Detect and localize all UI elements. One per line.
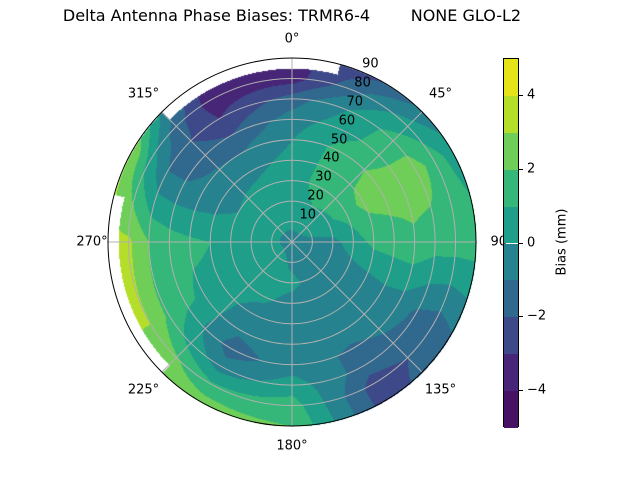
colorbar-tick-label: 0 xyxy=(527,235,536,250)
colorbar-segment xyxy=(504,391,518,428)
colorbar-tick-label: −2 xyxy=(527,308,547,324)
radial-tick-label: 10 xyxy=(299,207,317,223)
colorbar-tick xyxy=(519,94,523,96)
angular-tick-label: 180° xyxy=(276,438,308,454)
radial-gridline xyxy=(127,77,457,407)
colorbar-segment xyxy=(504,132,518,170)
radial-tick-label: 50 xyxy=(330,132,348,148)
colorbar-segment xyxy=(504,95,518,133)
radial-gridline xyxy=(250,200,334,284)
angular-gridline xyxy=(161,111,293,243)
angular-tick-label: 135° xyxy=(424,382,457,398)
colorbar-segment xyxy=(504,59,518,96)
colorbar-tick-label: −4 xyxy=(527,382,547,398)
colorbar-segment xyxy=(504,206,518,244)
colorbar-tick-label: 2 xyxy=(527,161,536,177)
colorbar-segment xyxy=(504,243,518,281)
colorbar-tick xyxy=(519,316,523,318)
angular-tick-label: 315° xyxy=(127,86,160,101)
colorbar-tick xyxy=(519,242,523,244)
angular-tick-label: 270° xyxy=(76,234,108,250)
radial-tick-label: 60 xyxy=(338,113,356,129)
angular-gridline xyxy=(291,111,423,243)
radial-tick-label: 30 xyxy=(315,169,332,185)
radial-gridline xyxy=(168,118,416,366)
angular-gridline xyxy=(161,241,293,373)
colorbar-tick-label: 4 xyxy=(527,87,536,103)
angular-tick-label: 45° xyxy=(428,86,453,101)
colorbar-tick xyxy=(519,168,523,170)
radial-gridline xyxy=(209,159,375,325)
colorbar-tick xyxy=(519,390,523,392)
colorbar xyxy=(503,58,519,428)
radial-tick-label: 20 xyxy=(307,188,324,204)
radial-gridline xyxy=(148,98,436,386)
colorbar-segment xyxy=(504,354,518,392)
radial-tick-label: 70 xyxy=(346,94,364,110)
radial-tick-label: 90 xyxy=(362,56,379,72)
colorbar-segment xyxy=(504,317,518,355)
colorbar-label: Bias (mm) xyxy=(554,208,570,276)
radial-gridline xyxy=(230,180,354,304)
polar-frame xyxy=(107,57,477,427)
angular-tick-label: 0° xyxy=(284,31,300,47)
colorbar-segment xyxy=(504,169,518,207)
radial-tick-label: 80 xyxy=(354,75,371,91)
colorbar-segment xyxy=(504,280,518,318)
angular-tick-label: 225° xyxy=(127,382,160,398)
radial-gridline xyxy=(189,139,395,345)
radial-tick-label: 40 xyxy=(323,150,340,166)
radial-gridline xyxy=(271,221,313,263)
angular-gridline xyxy=(291,241,423,373)
chart-title: Delta Antenna Phase Biases: TRMR6-4 NONE… xyxy=(62,6,522,25)
